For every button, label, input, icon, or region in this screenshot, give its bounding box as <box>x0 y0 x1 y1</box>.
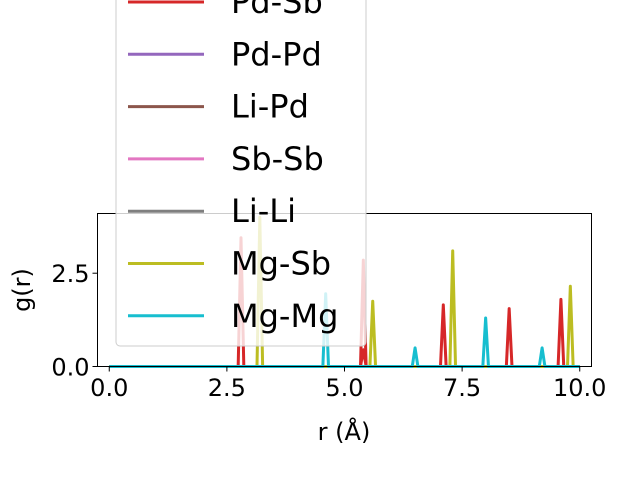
y-axis-ticks: 0.0 2.5 <box>51 260 98 382</box>
legend-label: Mg-Mg <box>231 297 338 335</box>
y-tick-label: 0.0 <box>51 354 89 382</box>
legend-entries: Pd-Sb Pd-Pd Li-Pd Sb-Sb Li-Li Mg-Sb Mg-Mg <box>128 0 338 335</box>
legend-box <box>115 0 367 347</box>
y-tick-label: 2.5 <box>51 260 89 288</box>
y-axis-title: g(r) <box>8 268 36 312</box>
x-axis-ticks: 0.0 2.5 5.0 7.5 10.0 <box>90 366 606 402</box>
x-tick-label: 2.5 <box>208 374 246 402</box>
x-tick-label: 10.0 <box>553 374 606 402</box>
legend-label: Mg-Sb <box>231 245 331 283</box>
legend-label: Sb-Sb <box>231 140 324 178</box>
series-line-mg-sb <box>109 249 580 368</box>
legend-label: Li-Pd <box>231 88 309 126</box>
x-tick-label: 0.0 <box>90 374 128 402</box>
legend-label: Pd-Pd <box>231 35 322 73</box>
x-tick-label: 5.0 <box>325 374 363 402</box>
legend-label: Li-Li <box>231 192 296 230</box>
x-axis-title: r (Å) <box>318 417 371 446</box>
legend-label: Pd-Sb <box>231 0 323 21</box>
legend: Pd-Sb Pd-Pd Li-Pd Sb-Sb Li-Li Mg-Sb Mg-Mg <box>115 0 367 347</box>
x-tick-label: 7.5 <box>443 374 481 402</box>
